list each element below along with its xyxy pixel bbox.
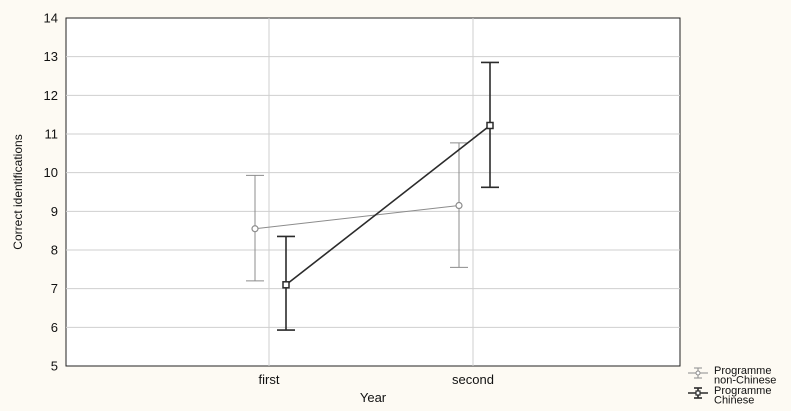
x-tick-label: second (452, 372, 494, 387)
data-point (455, 201, 463, 210)
series-chinese (277, 61, 499, 331)
series-group (246, 61, 499, 331)
grid-lines (66, 18, 680, 366)
y-tick-label: 7 (51, 281, 58, 296)
y-axis-title: Correct identifications (11, 134, 25, 249)
y-tick-label: 10 (44, 165, 58, 180)
legend-label: Programme (714, 385, 771, 397)
y-axis-ticks: 5 6 7 8 9 10 11 12 13 14 (44, 11, 58, 374)
series-line (254, 205, 460, 230)
legend-label: non-Chinese (714, 375, 776, 387)
x-axis-ticks: first second (259, 372, 494, 387)
x-axis-title: Year (360, 390, 387, 405)
data-point (251, 225, 259, 233)
data-point (282, 281, 290, 289)
data-point (486, 121, 494, 130)
y-tick-label: 9 (51, 204, 58, 219)
y-tick-label: 11 (45, 127, 59, 142)
legend-marker (695, 370, 701, 376)
series-line (285, 124, 491, 286)
legend-marker (695, 390, 701, 396)
y-tick-label: 14 (44, 11, 58, 26)
legend-label: Programme (714, 365, 771, 377)
y-tick-label: 12 (44, 88, 58, 103)
x-tick-label: first (259, 372, 280, 387)
plot-area (65, 17, 681, 367)
series-non-chinese (246, 142, 468, 282)
legend-label: Chinese (714, 395, 754, 407)
y-tick-label: 5 (51, 359, 58, 374)
y-tick-label: 6 (51, 320, 58, 335)
y-tick-label: 8 (51, 243, 58, 258)
y-tick-label: 13 (44, 49, 58, 64)
